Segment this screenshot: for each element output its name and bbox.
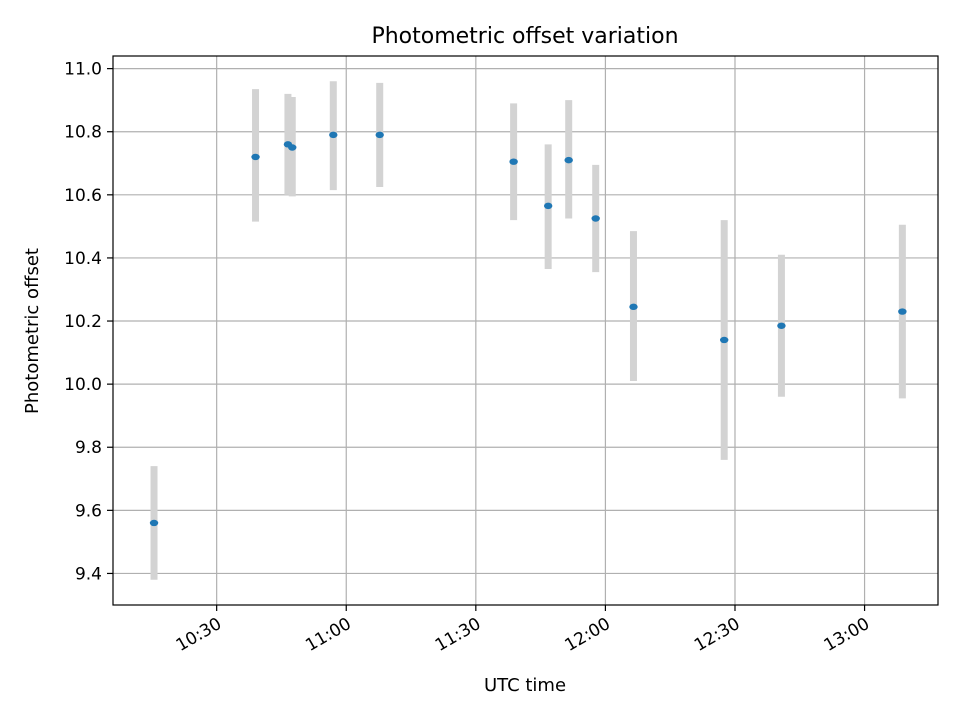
data-point [777,322,786,329]
y-tick-label: 10.0 [64,375,102,395]
data-point [251,153,260,161]
y-tick-label: 9.6 [75,501,102,521]
y-tick-label: 9.8 [75,438,102,458]
data-point [329,131,338,139]
grid [113,56,938,605]
y-tick-label: 10.8 [64,123,102,143]
data-point [591,215,600,222]
y-tick-label: 10.6 [64,186,102,206]
data-point [375,131,384,139]
y-tick-label: 10.4 [64,249,102,269]
plot-data [149,81,907,580]
data-point [509,158,518,165]
data-point [149,519,159,527]
x-axis-label: UTC time [484,675,566,696]
plot-frame [112,55,939,606]
y-tick-label: 10.2 [64,312,102,332]
y-tick-label: 11.0 [64,60,102,80]
y-axis-label: Photometric offset [22,248,43,414]
data-point [719,336,729,344]
data-point [898,308,907,315]
y-tick-label: 9.4 [75,564,102,584]
data-point [629,303,638,311]
data-point [543,202,553,210]
data-point [288,144,297,151]
chart-title: Photometric offset variation [371,24,678,49]
data-point [564,156,573,164]
